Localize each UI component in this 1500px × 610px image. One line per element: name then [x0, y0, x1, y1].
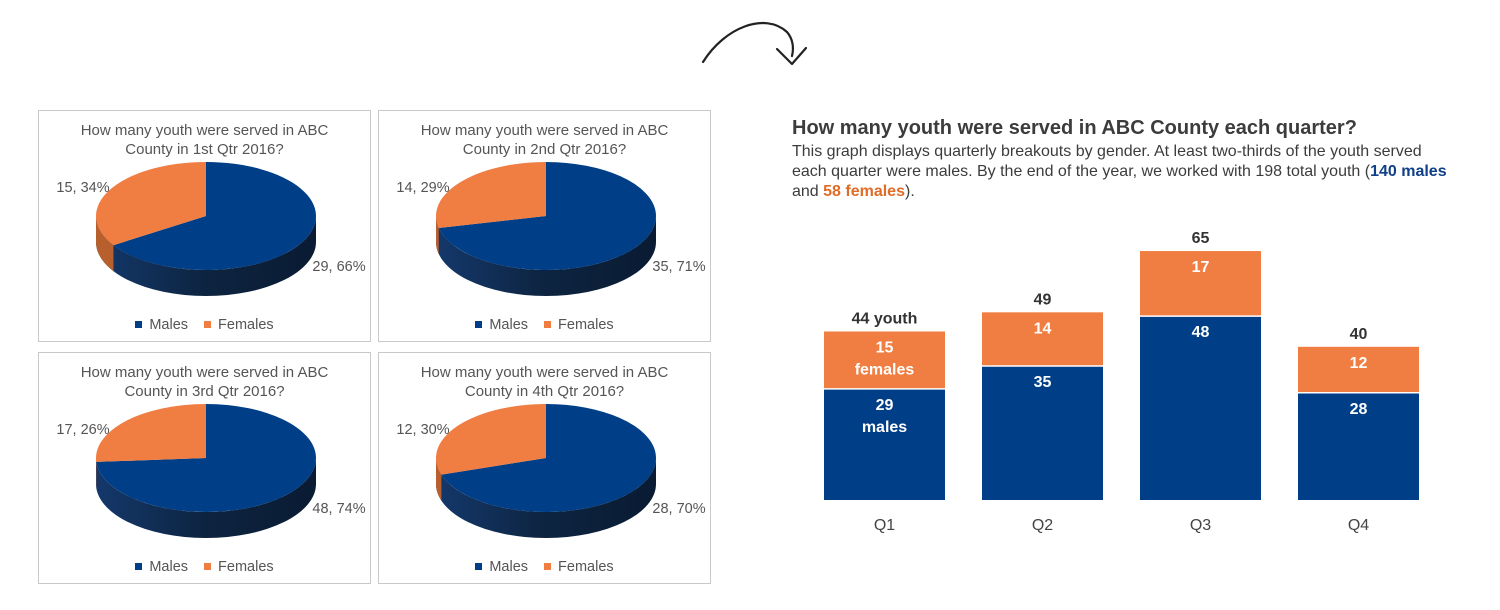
pie-label-males: 48, 74% — [312, 501, 365, 517]
pie-legend: Males Females — [39, 317, 370, 333]
pie-legend: Males Females — [379, 317, 710, 333]
legend-swatch-females — [204, 320, 212, 328]
pie-side-wall-females — [436, 216, 439, 255]
legend-item-males: Males — [475, 317, 528, 333]
bar-males-q3 — [1140, 316, 1261, 500]
pie-slice-females — [436, 162, 546, 229]
pie-label-males: 29, 66% — [312, 259, 365, 275]
bar-label-females-q3: 17 — [1192, 259, 1210, 276]
pie-side-wall-females — [436, 458, 442, 501]
pie-title: How many youth were served in ABC County… — [420, 364, 669, 400]
bar-label-females-q2: 14 — [1034, 320, 1052, 337]
bar-total-q4: 40 — [1350, 326, 1368, 343]
x-tick-q1: Q1 — [874, 517, 895, 534]
pie-side-wall-females — [96, 216, 114, 272]
bar-chart-title: How many youth were served in ABC County… — [792, 117, 1357, 139]
pie-label-females: 15, 34% — [56, 180, 109, 196]
legend-swatch-females — [204, 562, 212, 570]
legend-swatch-females — [544, 320, 552, 328]
pie-title: How many youth were served in ABC County… — [80, 122, 329, 158]
bar-females-q4 — [1298, 346, 1419, 393]
legend-item-males: Males — [135, 317, 188, 333]
pie-chart: 29, 66% 15, 34% — [56, 162, 366, 296]
pie-panel-q3: How many youth were served in ABC County… — [38, 352, 371, 584]
pie-label-females: 12, 30% — [396, 422, 449, 438]
pie-side-wall — [96, 458, 316, 538]
legend-swatch-males — [135, 320, 143, 328]
pie-side-wall — [436, 458, 656, 538]
pie-slice-females — [436, 404, 546, 475]
bar-label-males-q4: 28 — [1350, 401, 1368, 418]
bar-males-q2 — [982, 365, 1103, 500]
pie-panel-q4: How many youth were served in ABC County… — [378, 352, 711, 584]
pie-slice-males — [438, 162, 656, 270]
curved-arrow-icon — [701, 22, 808, 66]
bar-total-q3: 65 — [1192, 230, 1210, 247]
pie-slice-females — [95, 404, 206, 462]
bar-females-q1 — [824, 331, 945, 389]
females-total-highlight: 58 females — [823, 183, 905, 200]
legend-item-females: Females — [544, 317, 614, 333]
pie-chart: 48, 74% 17, 26% — [56, 404, 366, 538]
pie-label-females: 14, 29% — [396, 180, 449, 196]
legend-swatch-males — [475, 320, 483, 328]
bar-total-q1: 44 youth — [852, 310, 918, 327]
x-tick-q3: Q3 — [1190, 517, 1211, 534]
bar-females-q3 — [1140, 251, 1261, 317]
pie-legend: Males Females — [379, 559, 710, 575]
pie-label-females: 17, 26% — [56, 422, 109, 438]
bar-label-males-q2: 35 — [1034, 374, 1052, 391]
pie-legend: Males Females — [39, 559, 370, 575]
pie-title: How many youth were served in ABC County… — [420, 122, 669, 158]
legend-swatch-males — [135, 562, 143, 570]
pie-slice-females — [95, 162, 206, 246]
pie-panel-q2: How many youth were served in ABC County… — [378, 110, 711, 342]
bar-label-females-q1: 15 females — [855, 339, 915, 378]
legend-swatch-males — [475, 562, 483, 570]
legend-item-females: Females — [204, 317, 274, 333]
x-tick-q4: Q4 — [1348, 517, 1369, 534]
pie-label-males: 28, 70% — [652, 501, 705, 517]
pie-slice-males — [441, 404, 656, 512]
bar-label-females-q4: 12 — [1350, 355, 1368, 372]
pie-slice-males — [96, 404, 316, 512]
pie-chart: 35, 71% 14, 29% — [396, 162, 706, 296]
pie-chart: 28, 70% 12, 30% — [396, 404, 706, 538]
pie-label-males: 35, 71% — [652, 259, 705, 275]
pie-side-wall — [436, 216, 656, 296]
bar-males-q4 — [1298, 392, 1419, 500]
pie-side-wall — [96, 216, 316, 296]
legend-item-females: Females — [544, 559, 614, 575]
legend-item-females: Females — [204, 559, 274, 575]
pie-title: How many youth were served in ABC County… — [80, 364, 329, 400]
legend-item-males: Males — [135, 559, 188, 575]
bar-females-q2 — [982, 312, 1103, 366]
bar-label-males-q3: 48 — [1192, 324, 1210, 341]
males-total-highlight: 140 males — [1370, 163, 1447, 180]
bar-chart-description: This graph displays quarterly breakouts … — [792, 143, 1447, 200]
bar-total-q2: 49 — [1034, 291, 1052, 308]
pie-panel-q1: How many youth were served in ABC County… — [38, 110, 371, 342]
legend-item-males: Males — [475, 559, 528, 575]
x-tick-q2: Q2 — [1032, 517, 1053, 534]
legend-swatch-females — [544, 562, 552, 570]
pie-slice-males — [113, 162, 316, 270]
bar-label-males-q1: 29 males — [862, 397, 907, 436]
bar-males-q1 — [824, 388, 945, 500]
